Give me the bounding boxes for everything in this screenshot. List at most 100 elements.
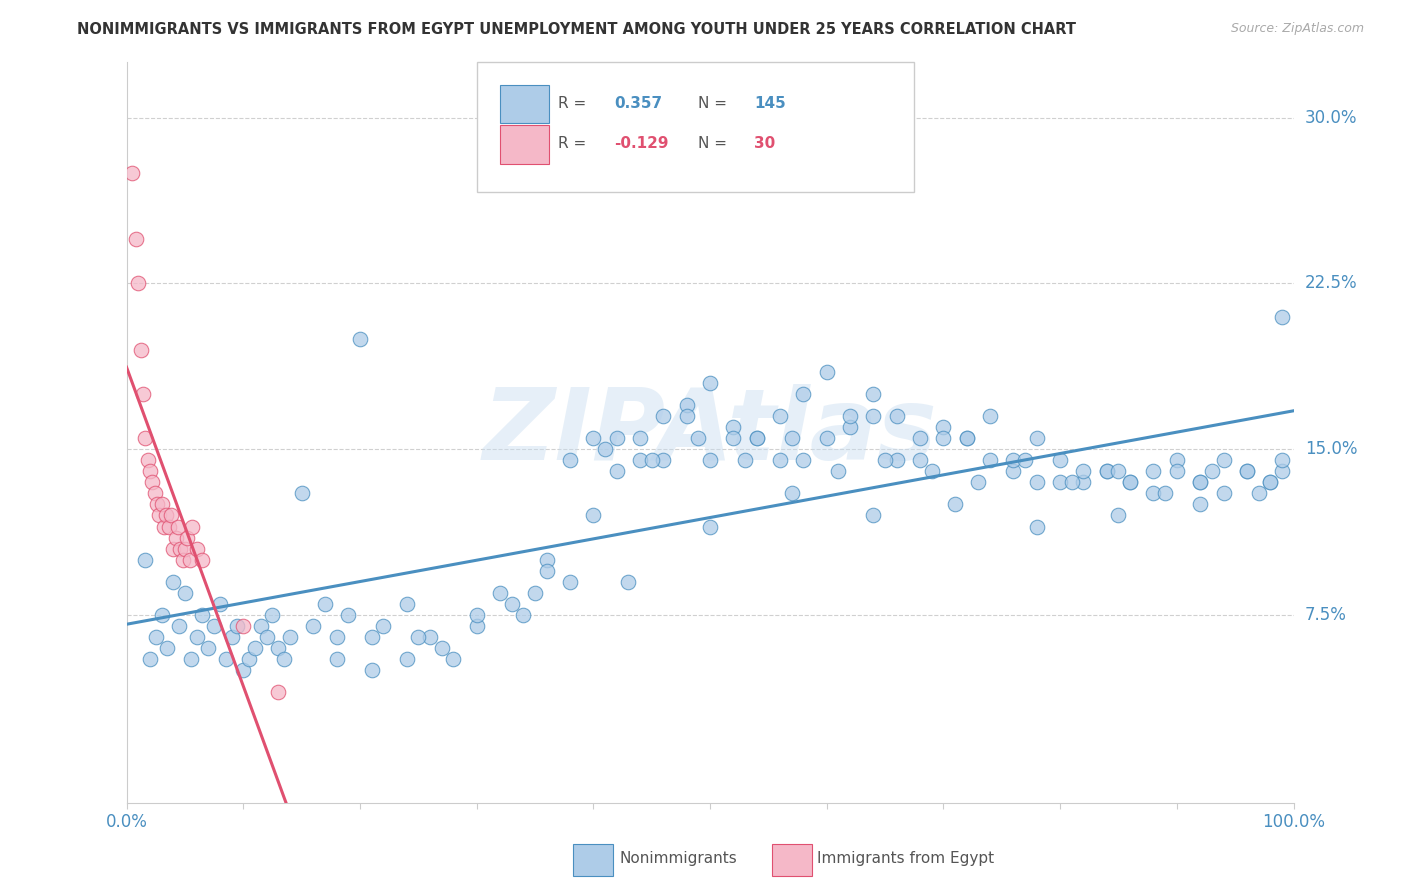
Point [489,586,512,600]
Point [221,630,243,644]
Point [180,652,202,666]
Point [408,630,430,644]
Point [167,619,190,633]
Point [186,541,208,556]
Point [1166,464,1188,478]
Point [641,453,664,467]
Point [943,498,966,512]
Point [699,519,721,533]
Point [145,630,167,644]
Point [1258,475,1281,490]
Point [1073,464,1095,478]
Point [165,531,187,545]
Point [1108,508,1130,523]
Point [1014,453,1036,467]
Point [441,652,464,666]
Point [395,652,418,666]
Point [979,409,1001,423]
Point [1212,453,1234,467]
Point [792,387,814,401]
Point [337,607,360,622]
Point [1189,475,1212,490]
Point [238,652,260,666]
Point [875,453,897,467]
Point [1236,464,1258,478]
Point [815,365,838,379]
Text: 22.5%: 22.5% [1305,275,1357,293]
Point [1142,464,1164,478]
Point [256,630,278,644]
Text: NONIMMIGRANTS VS IMMIGRANTS FROM EGYPT UNEMPLOYMENT AMONG YOUTH UNDER 25 YEARS C: NONIMMIGRANTS VS IMMIGRANTS FROM EGYPT U… [77,22,1077,37]
Point [979,453,1001,467]
Point [290,486,312,500]
Point [148,508,170,523]
Point [243,641,266,656]
Point [325,630,347,644]
Point [1189,475,1212,490]
Point [267,685,290,699]
Point [197,641,219,656]
Point [121,166,143,180]
Point [186,630,208,644]
Point [886,409,908,423]
Point [465,619,488,633]
Point [465,607,488,622]
FancyBboxPatch shape [772,844,811,876]
Point [215,652,238,666]
Point [699,453,721,467]
Point [769,409,792,423]
FancyBboxPatch shape [574,844,613,876]
Point [134,552,156,566]
Point [1166,453,1188,467]
Point [780,431,803,445]
Point [628,431,651,445]
Point [179,552,201,566]
Text: 30.0%: 30.0% [1305,109,1357,127]
Point [1247,486,1270,500]
Text: Nonimmigrants: Nonimmigrants [619,851,737,866]
Point [734,453,756,467]
FancyBboxPatch shape [501,85,548,123]
Point [1073,475,1095,490]
Point [125,232,148,246]
Point [134,431,156,445]
Point [1025,431,1047,445]
Point [174,541,197,556]
Point [430,641,453,656]
Point [191,607,214,622]
Point [226,619,249,633]
Point [278,630,301,644]
Point [1025,519,1047,533]
Point [723,420,745,434]
Point [886,453,908,467]
Point [1049,475,1071,490]
Point [262,607,284,622]
Point [174,586,197,600]
Point [1049,453,1071,467]
Point [1271,310,1294,324]
Point [512,607,534,622]
Point [129,343,152,357]
Text: Immigrants from Egypt: Immigrants from Egypt [817,851,994,866]
Point [1258,475,1281,490]
Point [675,398,697,412]
FancyBboxPatch shape [501,126,548,164]
Text: N =: N = [699,95,733,111]
Point [1060,475,1083,490]
Point [558,574,581,589]
Point [593,442,616,457]
Point [162,574,184,589]
Point [141,475,163,490]
Point [349,332,371,346]
Point [302,619,325,633]
Point [699,376,721,390]
Point [862,409,884,423]
Point [908,453,931,467]
Point [360,663,382,677]
Point [967,475,990,490]
Point [127,277,149,291]
Point [617,574,640,589]
Point [723,431,745,445]
Point [956,431,979,445]
Text: ZIPAtlas: ZIPAtlas [482,384,938,481]
